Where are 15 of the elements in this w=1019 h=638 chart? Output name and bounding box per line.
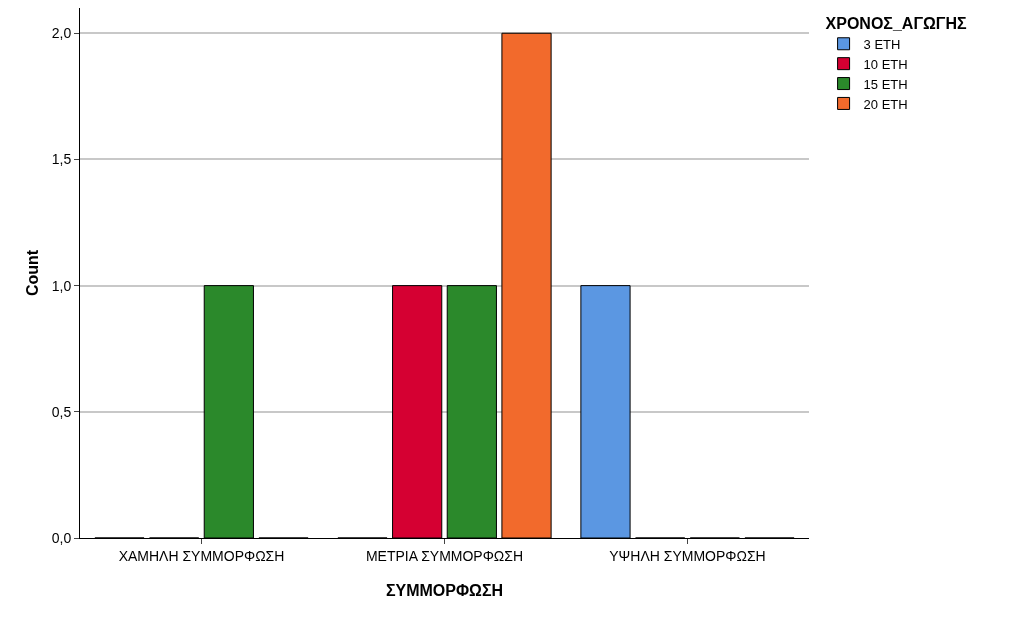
- legend-label: 20 ΕΤΗ: [863, 96, 908, 112]
- legend-label: 15 ΕΤΗ: [863, 76, 908, 92]
- legend-title: ΧΡΟΝΟΣ_ΑΓΩΓΗΣ: [825, 14, 968, 32]
- x-axis-title: ΣΥΜΜΟΡΦΩΣΗ: [385, 582, 504, 599]
- y-tick-label: 1,5: [51, 151, 72, 168]
- y-axis-title: Count: [24, 249, 41, 297]
- x-tick-label: ΧΑΜΗΛΗ ΣΥΜΜΟΡΦΩΣΗ: [118, 547, 285, 564]
- y-tick-label: 2,0: [51, 25, 72, 42]
- y-tick-label: 1,0: [51, 277, 72, 294]
- x-tick-label: ΜΕΤΡΙΑ ΣΥΜΜΟΡΦΩΣΗ: [365, 547, 524, 564]
- legend-label: 10 ΕΤΗ: [863, 56, 908, 72]
- y-tick-label: 0,5: [51, 403, 72, 420]
- legend-label: 3 ΕΤΗ: [863, 36, 901, 52]
- x-tick-label: ΥΨΗΛΗ ΣΥΜΜΟΡΦΩΣΗ: [609, 547, 766, 564]
- y-tick-label: 0,0: [51, 529, 72, 546]
